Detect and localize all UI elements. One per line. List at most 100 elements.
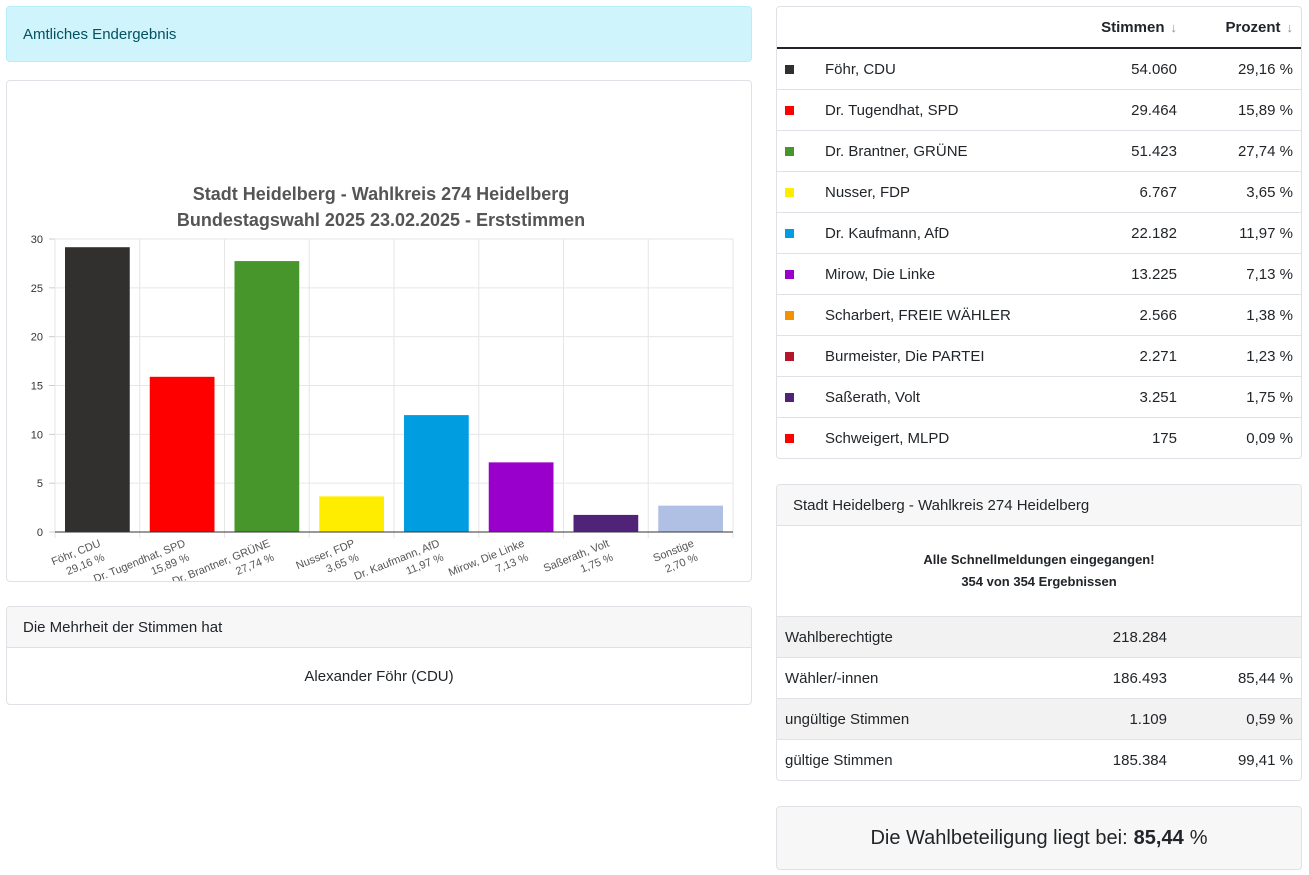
- candidate-percent: 3,65 %: [1185, 171, 1301, 213]
- percent-column-header[interactable]: Prozent ↓: [1185, 7, 1301, 49]
- majority-card: Die Mehrheit der Stimmen hat Alexander F…: [6, 606, 752, 705]
- candidate-votes: 2.566: [1070, 294, 1185, 336]
- y-tick-label: 25: [31, 283, 43, 295]
- stats-label: Wähler/-innen: [777, 657, 1039, 699]
- party-color-square: [785, 434, 794, 444]
- turnout-value: 85,44: [1133, 826, 1184, 849]
- candidate-votes: 22.182: [1070, 212, 1185, 254]
- bar: [319, 496, 384, 532]
- stats-value: 218.284: [1039, 616, 1175, 658]
- stats-percent: [1175, 616, 1301, 658]
- turnout-prefix: Die Wahlbeteiligung liegt bei:: [870, 826, 1128, 849]
- candidate-name: Föhr, CDU: [825, 60, 896, 78]
- candidate-name: Saßerath, Volt: [809, 376, 1071, 418]
- stats-message: Alle Schnellmeldungen eingegangen! 354 v…: [777, 526, 1301, 616]
- result-row: Schweigert, MLPD 175 0,09 %: [777, 417, 1301, 458]
- stats-label: gültige Stimmen: [777, 739, 1039, 780]
- party-color-square: [785, 147, 794, 157]
- stats-row: Wahlberechtigte 218.284: [777, 616, 1301, 658]
- winner-name: Alexander Föhr (CDU): [304, 667, 454, 685]
- candidate-name: Dr. Tugendhat, SPD: [809, 89, 1071, 131]
- party-color-square: [785, 65, 794, 75]
- party-color-square: [785, 188, 794, 198]
- party-color-swatch: [777, 335, 809, 377]
- stats-header-label: Stadt Heidelberg - Wahlkreis 274 Heidelb…: [793, 496, 1090, 514]
- stats-table: Wahlberechtigte 218.284 Wähler/-innen 18…: [777, 616, 1301, 780]
- party-color-square: [785, 229, 794, 239]
- y-tick-label: 20: [31, 332, 43, 344]
- stats-percent: 0,59 %: [1175, 698, 1301, 740]
- candidate-percent: 7,13 %: [1185, 253, 1301, 295]
- party-color-square: [785, 106, 794, 116]
- bar-chart: Stadt Heidelberg - Wahlkreis 274 Heidelb…: [31, 184, 734, 581]
- status-label: Amtliches Endergebnis: [23, 25, 177, 43]
- results-table: Stimmen ↓ Prozent ↓ Föhr, CDU 54.060 29,16 %…: [777, 7, 1301, 458]
- results-header-row: Stimmen ↓ Prozent ↓: [777, 7, 1301, 49]
- right-column: Stimmen ↓ Prozent ↓ Föhr, CDU 54.060 29,16 %…: [776, 6, 1302, 870]
- stats-row: Wähler/-innen 186.493 85,44 %: [777, 657, 1301, 699]
- bar: [149, 376, 215, 532]
- stats-card: Stadt Heidelberg - Wahlkreis 274 Heidelb…: [776, 484, 1302, 781]
- party-color-swatch: [777, 376, 809, 418]
- votes-column-header[interactable]: Stimmen ↓: [1070, 7, 1185, 49]
- sort-arrow-icon: ↓: [1170, 19, 1178, 35]
- result-row: Scharbert, FREIE WÄHLER 2.566 1,38 %: [777, 294, 1301, 336]
- stats-message-line2: 354 von 354 Ergebnissen: [961, 574, 1117, 589]
- chart-title-line: Bundestagswahl 2025 23.02.2025 - Erststi…: [177, 210, 585, 230]
- bar: [488, 462, 554, 532]
- candidate-name: Scharbert, FREIE WÄHLER: [809, 294, 1071, 336]
- y-tick-label: 5: [37, 478, 43, 490]
- candidate-percent: 1,75 %: [1185, 376, 1301, 418]
- sort-arrow-icon: ↓: [1286, 19, 1294, 35]
- candidate-name: Nusser, FDP: [809, 171, 1071, 213]
- party-color-swatch: [777, 417, 809, 458]
- result-row: Dr. Kaufmann, AfD 22.182 11,97 %: [777, 212, 1301, 254]
- chart-card: Stadt Heidelberg - Wahlkreis 274 Heidelb…: [6, 80, 752, 582]
- party-color-swatch: [777, 212, 809, 254]
- y-tick-label: 0: [37, 527, 43, 539]
- status-alert: Amtliches Endergebnis: [6, 6, 752, 62]
- bar: [573, 514, 639, 532]
- stats-label: ungültige Stimmen: [777, 698, 1039, 740]
- candidate-percent: 15,89 %: [1185, 89, 1301, 131]
- chart-title-line: Stadt Heidelberg - Wahlkreis 274 Heidelb…: [193, 184, 569, 204]
- stats-row: ungültige Stimmen 1.109 0,59 %: [777, 698, 1301, 740]
- result-row: Dr. Tugendhat, SPD 29.464 15,89 %: [777, 89, 1301, 131]
- party-color-square: [785, 352, 794, 362]
- results-body: Föhr, CDU 54.060 29,16 % Dr. Tugendhat, SPD…: [777, 48, 1301, 458]
- party-color-square: [785, 311, 794, 321]
- candidate-percent: 0,09 %: [1185, 417, 1301, 458]
- stats-percent: 85,44 %: [1175, 657, 1301, 699]
- candidate-votes: 13.225: [1070, 253, 1185, 295]
- candidate-votes: 3.251: [1070, 376, 1185, 418]
- stats-label: Wahlberechtigte: [777, 616, 1039, 658]
- stats-value: 185.384: [1039, 739, 1175, 780]
- candidate-votes: 29.464: [1070, 89, 1185, 131]
- stats-message-line1: Alle Schnellmeldungen eingegangen!: [923, 552, 1155, 567]
- results-table-card: Stimmen ↓ Prozent ↓ Föhr, CDU 54.060 29,16 %…: [776, 6, 1302, 459]
- party-color-square: [785, 270, 794, 280]
- bar: [658, 505, 723, 532]
- bar: [65, 247, 130, 533]
- candidate-percent: 27,74 %: [1185, 130, 1301, 172]
- name-column-header: [809, 7, 1071, 49]
- candidate-votes: 2.271: [1070, 335, 1185, 377]
- result-row: Burmeister, Die PARTEI 2.271 1,23 %: [777, 335, 1301, 377]
- y-tick-label: 15: [31, 381, 43, 393]
- stats-percent: 99,41 %: [1175, 739, 1301, 780]
- candidate-votes: 51.423: [1070, 130, 1185, 172]
- party-color-square: [785, 393, 794, 403]
- candidate-votes: 54.060: [1131, 60, 1177, 78]
- result-row: Saßerath, Volt 3.251 1,75 %: [777, 376, 1301, 418]
- stats-value: 186.493: [1039, 657, 1175, 699]
- turnout-panel: Die Wahlbeteiligung liegt bei: 85,44 %: [776, 806, 1302, 870]
- result-row: Föhr, CDU 54.060 29,16 %: [777, 48, 1301, 90]
- y-tick-label: 10: [31, 429, 43, 441]
- y-tick-label: 30: [31, 234, 43, 246]
- majority-body: Alexander Föhr (CDU): [7, 648, 751, 704]
- candidate-name: Dr. Brantner, GRÜNE: [809, 130, 1071, 172]
- votes-column-label: Stimmen: [1101, 18, 1165, 36]
- candidate-votes: 175: [1070, 417, 1185, 458]
- candidate-percent: 11,97 %: [1185, 212, 1301, 254]
- candidate-name: Burmeister, Die PARTEI: [809, 335, 1071, 377]
